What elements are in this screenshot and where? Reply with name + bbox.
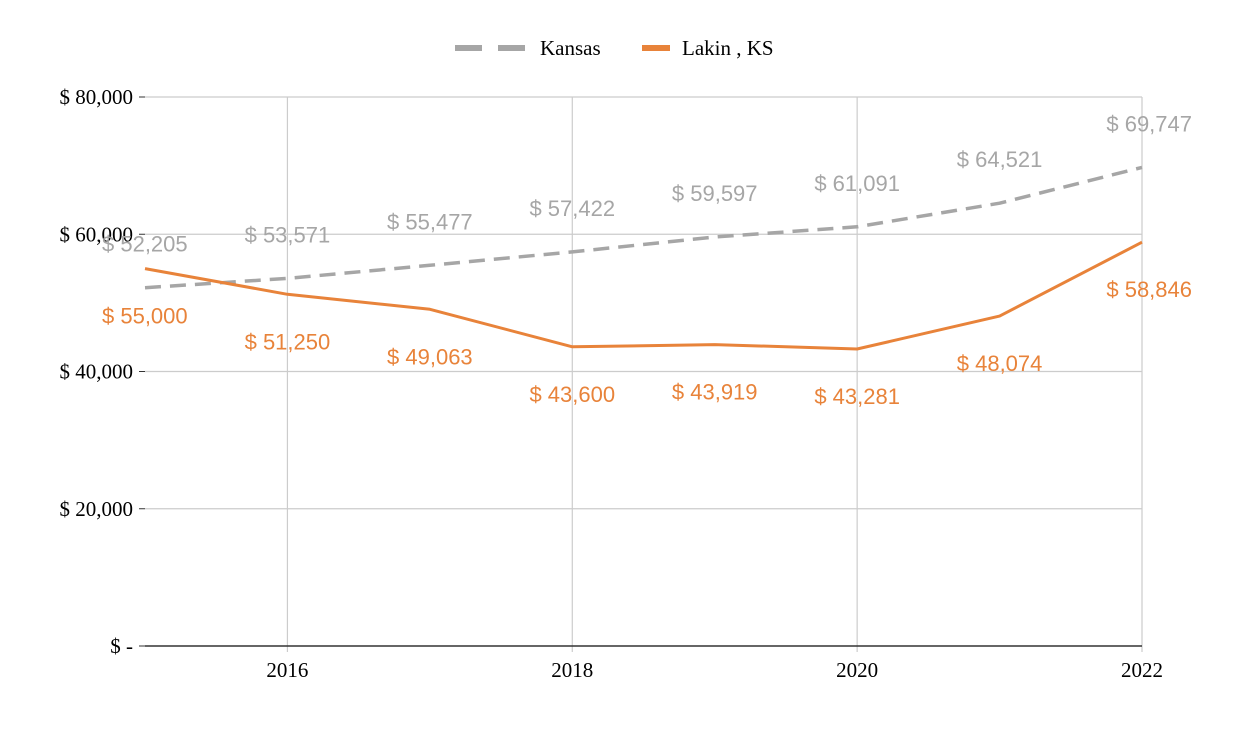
data-label: $ 43,919	[672, 380, 758, 405]
y-tick-label: $ 80,000	[60, 85, 134, 109]
data-label: $ 64,521	[957, 147, 1043, 172]
data-label: $ 53,571	[245, 222, 331, 247]
x-tick-label: 2022	[1121, 658, 1163, 682]
axes: $ - $ 20,000 $ 40,000 $ 60,000 $ 80,000 2016 2…	[60, 85, 1164, 682]
legend: Kansas Lakin , KS	[455, 36, 774, 60]
x-tick-label: 2018	[551, 658, 593, 682]
data-label: $ 57,422	[529, 196, 615, 221]
x-tick-label: 2016	[266, 658, 308, 682]
data-label: $ 43,600	[529, 382, 615, 407]
data-label: $ 59,597	[672, 181, 758, 206]
series-line-lakin	[144, 240, 1143, 351]
data-label: $ 69,747	[1106, 111, 1192, 136]
data-label: $ 55,477	[387, 209, 473, 234]
grid	[145, 96, 1143, 652]
y-tick-label: $ 20,000	[60, 497, 134, 521]
series	[144, 165, 1143, 351]
legend-label: Kansas	[540, 36, 601, 60]
data-label: $ 51,250	[245, 329, 331, 354]
legend-label: Lakin , KS	[682, 36, 774, 60]
y-tick-label: $ 60,000	[60, 222, 134, 246]
x-tick-label: 2020	[836, 658, 878, 682]
y-tick-label: $ -	[110, 634, 133, 658]
data-label: $ 61,091	[814, 171, 900, 196]
data-label: $ 49,063	[387, 344, 473, 369]
data-label: $ 52,205	[102, 232, 188, 257]
data-labels: $ 52,205 $ 53,571 $ 55,477 $ 57,422 $ 59,597…	[102, 111, 1192, 409]
data-label: $ 58,846	[1106, 277, 1192, 302]
data-label: $ 55,000	[102, 304, 188, 329]
y-tick-label: $ 40,000	[60, 360, 134, 384]
series-line-kansas	[144, 165, 1143, 290]
data-label: $ 48,074	[957, 351, 1043, 376]
data-label: $ 43,281	[814, 384, 900, 409]
